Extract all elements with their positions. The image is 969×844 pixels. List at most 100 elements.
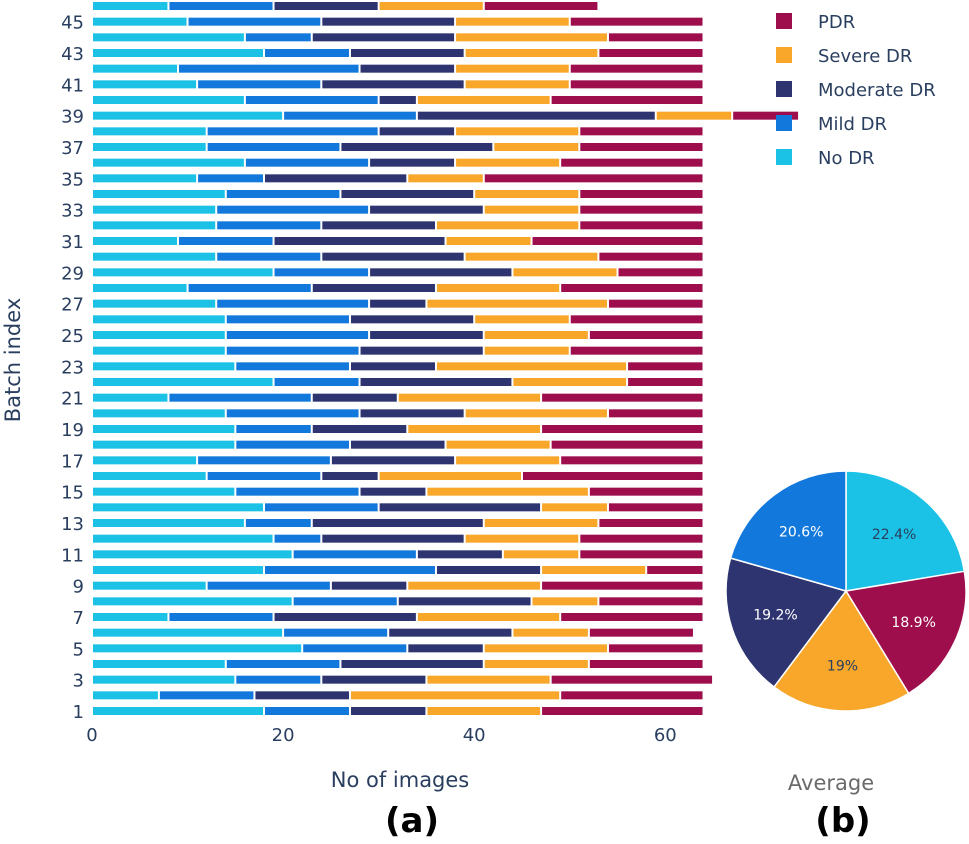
y-tick-label: 39 bbox=[61, 107, 84, 128]
bar-no-dr-batch-2 bbox=[93, 691, 158, 700]
bar-mild-dr-batch-13 bbox=[245, 519, 311, 527]
y-tick-label: 33 bbox=[61, 201, 84, 222]
bar-no-dr-batch-4 bbox=[93, 660, 225, 668]
bar-pdr-batch-17 bbox=[561, 456, 703, 465]
legend-label: No DR bbox=[818, 148, 875, 169]
bar-moderate-dr-batch-42 bbox=[360, 64, 455, 73]
legend-swatch bbox=[776, 81, 792, 97]
bar-no-dr-batch-10 bbox=[93, 566, 263, 574]
legend-swatch bbox=[776, 47, 792, 63]
bar-pdr-batch-11 bbox=[580, 550, 703, 559]
bar-moderate-dr-batch-37 bbox=[341, 143, 493, 151]
bar-mild-dr-batch-23 bbox=[236, 362, 349, 371]
bar-severe-dr-batch-35 bbox=[408, 174, 483, 183]
bar-mild-dr-batch-42 bbox=[178, 64, 359, 73]
bar-severe-dr-batch-14 bbox=[542, 503, 607, 512]
bar-mild-dr-batch-9 bbox=[207, 581, 330, 590]
legend-swatch bbox=[776, 13, 792, 29]
bar-mild-dr-batch-38 bbox=[207, 127, 378, 136]
bar-moderate-dr-batch-32 bbox=[322, 221, 435, 230]
x-axis-title: No of images bbox=[331, 768, 470, 792]
bar-severe-dr-batch-40 bbox=[417, 96, 550, 104]
bar-moderate-dr-batch-15 bbox=[360, 487, 426, 496]
bar-mild-dr-batch-2 bbox=[159, 691, 254, 700]
bar-moderate-dr-batch-44 bbox=[312, 33, 455, 42]
bar-pdr-batch-34 bbox=[580, 190, 703, 198]
bar-no-dr-batch-21 bbox=[93, 393, 168, 402]
bar-moderate-dr-batch-1 bbox=[350, 707, 426, 715]
bar-moderate-dr-batch-5 bbox=[408, 644, 483, 653]
bar-pdr-batch-28 bbox=[561, 284, 703, 292]
bar-severe-dr-batch-4 bbox=[484, 660, 588, 668]
legend-label: Moderate DR bbox=[818, 80, 936, 101]
bar-pdr-batch-36 bbox=[561, 158, 703, 167]
bar-moderate-dr-batch-4 bbox=[341, 660, 483, 668]
bar-no-dr-batch-37 bbox=[93, 143, 206, 151]
bar-no-dr-batch-8 bbox=[93, 597, 292, 606]
bar-no-dr-batch-23 bbox=[93, 362, 235, 371]
bar-no-dr-batch-35 bbox=[93, 174, 197, 183]
bar-severe-dr-batch-42 bbox=[456, 64, 569, 73]
bar-no-dr-batch-45 bbox=[93, 17, 187, 26]
bar-severe-dr-batch-8 bbox=[532, 597, 598, 606]
bar-pdr-batch-37 bbox=[580, 143, 703, 151]
bar-mild-dr-batch-6 bbox=[284, 628, 388, 637]
bar-severe-dr-batch-34 bbox=[475, 190, 579, 198]
y-tick-label: 35 bbox=[61, 169, 84, 190]
pie-label-pdr: 18.9% bbox=[891, 615, 935, 631]
bar-no-dr-batch-5 bbox=[93, 644, 302, 653]
bar-severe-dr-batch-46 bbox=[379, 2, 483, 10]
bar-moderate-dr-batch-17 bbox=[331, 456, 455, 465]
bar-no-dr-batch-25 bbox=[93, 331, 225, 339]
bar-severe-dr-batch-21 bbox=[398, 393, 541, 402]
bar-moderate-dr-batch-35 bbox=[264, 174, 407, 183]
bar-severe-dr-batch-10 bbox=[542, 566, 646, 574]
bar-severe-dr-batch-26 bbox=[475, 315, 569, 324]
x-tick-label: 60 bbox=[654, 725, 677, 746]
bar-no-dr-batch-42 bbox=[93, 64, 177, 73]
bar-severe-dr-batch-9 bbox=[408, 581, 541, 590]
y-tick-label: 23 bbox=[61, 357, 84, 378]
bar-pdr-batch-10 bbox=[647, 566, 703, 574]
legend-label: PDR bbox=[818, 12, 855, 33]
x-tick-label: 40 bbox=[463, 725, 486, 746]
bar-pdr-batch-31 bbox=[532, 237, 703, 245]
bar-pdr-batch-24 bbox=[570, 346, 703, 355]
bar-mild-dr-batch-26 bbox=[226, 315, 349, 324]
bar-mild-dr-batch-15 bbox=[236, 487, 359, 496]
y-tick-label: 31 bbox=[61, 232, 84, 253]
bar-severe-dr-batch-31 bbox=[446, 237, 531, 245]
pie-label-no-dr: 22.4% bbox=[872, 527, 916, 543]
bar-pdr-batch-39 bbox=[733, 111, 799, 120]
bar-no-dr-batch-36 bbox=[93, 158, 244, 167]
bar-mild-dr-batch-10 bbox=[264, 566, 435, 574]
bar-mild-dr-batch-35 bbox=[198, 174, 263, 183]
bar-no-dr-batch-12 bbox=[93, 534, 273, 543]
bar-no-dr-batch-6 bbox=[93, 628, 283, 637]
bar-mild-dr-batch-22 bbox=[274, 378, 359, 386]
bar-no-dr-batch-34 bbox=[93, 190, 225, 198]
panel-label-a: (a) bbox=[385, 801, 439, 841]
bar-no-dr-batch-22 bbox=[93, 378, 273, 386]
bar-severe-dr-batch-13 bbox=[484, 519, 598, 527]
bar-pdr-batch-15 bbox=[589, 487, 703, 496]
bar-pdr-batch-30 bbox=[599, 252, 703, 261]
y-tick-label: 29 bbox=[61, 263, 84, 284]
bar-no-dr-batch-43 bbox=[93, 49, 263, 57]
bar-no-dr-batch-15 bbox=[93, 487, 235, 496]
bar-mild-dr-batch-44 bbox=[245, 33, 311, 42]
bar-pdr-batch-5 bbox=[608, 644, 703, 653]
bar-no-dr-batch-26 bbox=[93, 315, 225, 324]
bar-mild-dr-batch-32 bbox=[217, 221, 321, 230]
bar-pdr-batch-20 bbox=[608, 409, 703, 418]
bar-moderate-dr-batch-30 bbox=[322, 252, 464, 261]
pie-title: Average bbox=[788, 771, 874, 795]
bar-no-dr-batch-17 bbox=[93, 456, 197, 465]
bar-pdr-batch-40 bbox=[551, 96, 703, 104]
bar-mild-dr-batch-37 bbox=[207, 143, 340, 151]
bar-no-dr-batch-40 bbox=[93, 96, 244, 104]
bar-pdr-batch-33 bbox=[580, 205, 703, 214]
bar-moderate-dr-batch-3 bbox=[322, 675, 426, 684]
bar-severe-dr-batch-24 bbox=[484, 346, 569, 355]
y-tick-label: 5 bbox=[73, 639, 84, 660]
